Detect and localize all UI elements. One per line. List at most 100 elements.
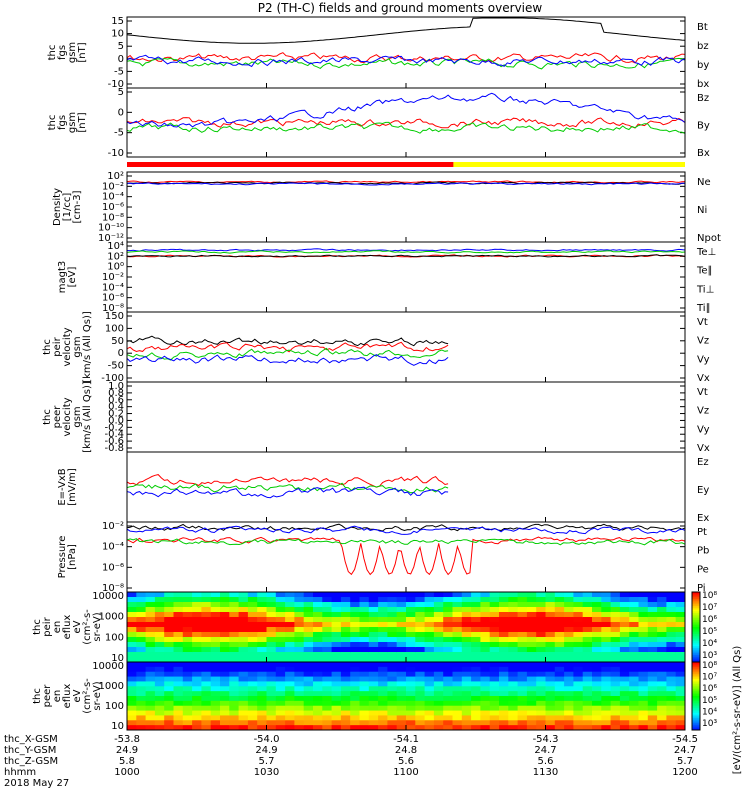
heat-cell xyxy=(545,627,556,633)
heat-cell xyxy=(638,647,649,653)
heat-cell xyxy=(424,691,435,697)
heat-cell xyxy=(247,612,258,618)
heat-cell xyxy=(210,662,221,668)
heat-cell xyxy=(610,666,621,673)
heat-cell xyxy=(331,715,342,721)
heat-cell xyxy=(238,632,249,638)
heat-cell xyxy=(359,637,370,643)
heat-cell xyxy=(164,725,174,731)
heat-cell xyxy=(406,602,416,608)
panel-frame xyxy=(126,16,686,89)
heat-cell xyxy=(294,691,305,697)
heat-cell xyxy=(322,710,333,716)
heat-cell xyxy=(647,725,658,731)
heat-cell xyxy=(461,607,472,613)
heat-cell xyxy=(638,686,649,692)
heat-cell xyxy=(601,637,612,643)
heat-cell xyxy=(517,705,528,712)
heat-cell xyxy=(396,700,407,707)
heat-cell xyxy=(229,597,240,603)
heat-cell xyxy=(601,592,612,598)
x-tick-label: 24.9 xyxy=(255,745,277,756)
heat-cell xyxy=(424,696,435,702)
heat-cell xyxy=(657,700,667,707)
heat-cell xyxy=(554,652,565,658)
heat-cell xyxy=(471,647,481,653)
heat-cell xyxy=(247,602,258,608)
heat-cell xyxy=(415,671,426,678)
heat-cell xyxy=(136,617,147,623)
heat-cell xyxy=(415,607,426,613)
heat-cell xyxy=(619,666,630,673)
heat-cell xyxy=(638,607,649,613)
heat-cell xyxy=(610,652,621,658)
heat-cell xyxy=(406,691,416,697)
heat-cell xyxy=(573,642,584,648)
heat-cell xyxy=(666,607,677,613)
heat-cell xyxy=(573,662,584,668)
heat-cell xyxy=(545,691,556,697)
heat-cell xyxy=(657,597,667,603)
heat-cell xyxy=(322,705,333,712)
series-ez xyxy=(126,474,449,488)
heat-cell xyxy=(378,691,388,697)
colorbar-cell xyxy=(692,613,700,616)
heat-cell xyxy=(424,705,435,712)
heat-cell xyxy=(573,710,584,716)
heat-cell xyxy=(182,597,193,603)
heat-cell xyxy=(666,681,677,687)
y-axis-label: gsm xyxy=(72,406,83,427)
heat-cell xyxy=(340,657,351,663)
heat-cell xyxy=(313,647,323,653)
heat-cell xyxy=(545,612,556,618)
heat-cell xyxy=(471,637,481,643)
heat-cell xyxy=(638,700,649,707)
heat-cell xyxy=(145,617,156,623)
y-axis-label: thc xyxy=(42,409,53,425)
heat-cell xyxy=(285,720,295,726)
heat-cell xyxy=(182,657,193,663)
heat-cell xyxy=(666,637,677,643)
y-tick-label: 10000 xyxy=(92,591,124,602)
heat-cell xyxy=(127,622,137,628)
heat-cell xyxy=(536,607,546,613)
legend-te∥: Te∥ xyxy=(696,266,713,277)
heat-cell xyxy=(675,592,686,598)
heat-cell xyxy=(368,602,379,608)
heat-cell xyxy=(508,681,519,687)
heat-cell xyxy=(266,662,277,668)
heat-cell xyxy=(145,602,156,608)
heat-cell xyxy=(331,607,342,613)
heat-cell xyxy=(127,652,137,658)
heat-cell xyxy=(638,720,649,726)
y-tick-label: -0.8 xyxy=(104,443,124,454)
heat-cell xyxy=(396,637,407,643)
heat-cell xyxy=(657,686,667,692)
heat-cell xyxy=(508,612,519,618)
heat-cell xyxy=(592,617,602,623)
y-axis-label: (cm²-s- xyxy=(82,609,93,645)
legend-npot: Npot xyxy=(697,233,721,244)
heat-cell xyxy=(545,657,556,663)
heat-cell xyxy=(257,671,267,678)
heat-cell xyxy=(452,705,463,712)
heat-cell xyxy=(396,627,407,633)
x-tick-label: 5.7 xyxy=(259,756,275,767)
heat-cell xyxy=(592,666,602,673)
heat-cell xyxy=(164,681,174,687)
heat-cell xyxy=(675,725,686,731)
heat-cell xyxy=(508,700,519,707)
heat-cell xyxy=(396,710,407,716)
heat-cell xyxy=(350,696,360,702)
series-bx xyxy=(126,92,686,128)
heat-cell xyxy=(238,607,249,613)
heat-cell xyxy=(368,592,379,598)
heat-cell xyxy=(145,676,156,682)
x-tick-label: 1130 xyxy=(533,767,558,778)
heat-cell xyxy=(136,627,147,633)
heat-cell xyxy=(415,652,426,658)
heat-cell xyxy=(433,715,444,721)
heat-cell xyxy=(592,627,602,633)
